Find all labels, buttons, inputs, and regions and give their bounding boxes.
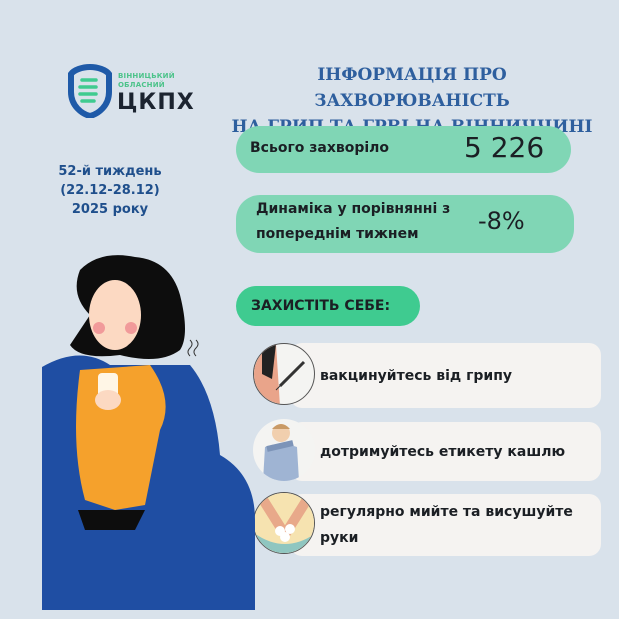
dynamics-label-2: попереднім тижнем <box>256 226 419 242</box>
title-line-1: ІНФОРМАЦІЯ ПРО ЗАХВОРЮВАНІСТЬ <box>314 65 510 111</box>
tip-text: регулярно мийте та висушуйте руки <box>320 504 573 546</box>
period: 52-й тиждень (22.12-28.12) 2025 року <box>40 162 180 219</box>
handwash-icon <box>253 492 315 554</box>
syringe-icon <box>253 343 315 405</box>
sick-woman-illustration <box>42 255 255 610</box>
logo-name: ЦКПХ <box>117 90 195 115</box>
logo: ВІННИЦЬКИЙ ОБЛАСНИЙ ЦКПХ <box>68 64 195 120</box>
cough-icon <box>253 419 315 481</box>
logo-line1: ВІННИЦЬКИЙ <box>118 72 175 80</box>
tip-text: дотримуйтесь етикету кашлю <box>320 443 566 460</box>
tip-card: регулярно мийте та висушуйте руки <box>290 494 601 556</box>
period-dates: (22.12-28.12) <box>60 183 160 198</box>
period-week: 52-й тиждень <box>58 164 162 179</box>
shield-logo-icon <box>68 64 112 118</box>
dynamics-pill: Динаміка у порівнянні з попереднім тижне… <box>236 195 574 253</box>
protect-heading: ЗАХИСТІТЬ СЕБЕ: <box>236 286 420 326</box>
tip-card: дотримуйтесь етикету кашлю <box>290 422 601 481</box>
total-label: Всього захворіло <box>250 140 390 156</box>
tip-text: вакцинуйтесь від грипу <box>320 367 513 384</box>
period-year: 2025 року <box>71 202 149 217</box>
dynamics-value: -8% <box>478 207 525 235</box>
tip-card: вакцинуйтесь від грипу <box>290 343 601 408</box>
total-value: 5 226 <box>464 131 545 164</box>
logo-line2: ОБЛАСНИЙ <box>118 81 165 89</box>
dynamics-label-1: Динаміка у порівнянні з <box>256 201 451 217</box>
total-cases-pill: Всього захворіло 5 226 <box>236 126 571 173</box>
